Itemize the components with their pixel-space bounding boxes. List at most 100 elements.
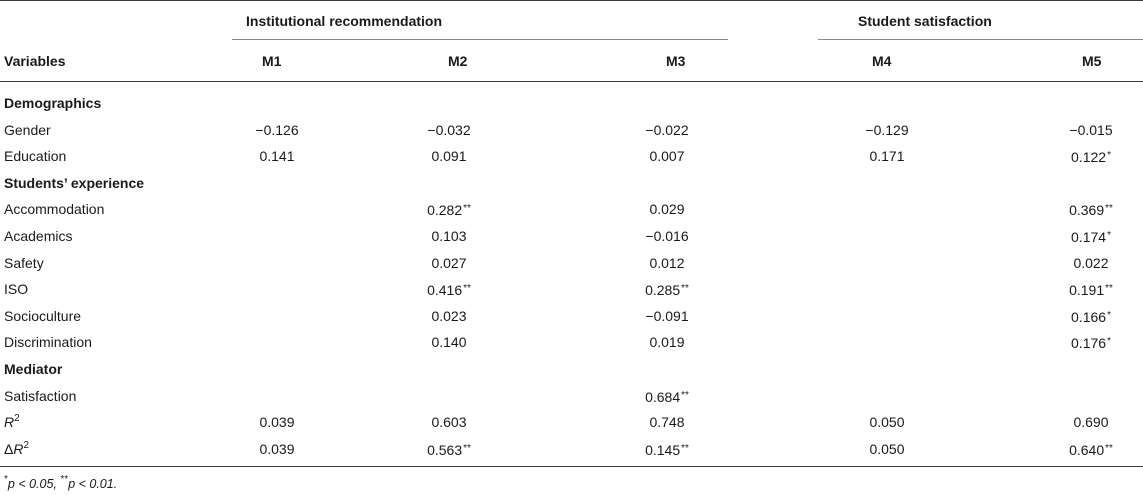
- cell-value: 0.050: [869, 440, 905, 457]
- value-cell-m2: 0.603: [404, 413, 494, 431]
- significance-mark: **: [1105, 283, 1113, 295]
- cell-value: 0.103: [431, 228, 467, 244]
- column-header-m2: M2: [448, 53, 468, 69]
- cell-value: −0.032: [427, 121, 471, 138]
- cell-value: −0.022: [645, 121, 689, 138]
- cell-value: 0.285: [645, 282, 681, 299]
- row-label: Students’ experience: [4, 174, 145, 191]
- cell-value: 0.166: [1071, 308, 1107, 325]
- table-row: Discrimination 0.140 0.019 0.176*: [0, 329, 1143, 355]
- table-row: Education 0.141 0.091 0.007 0.171 0.122*: [0, 143, 1143, 169]
- significance-mark: *: [1107, 230, 1111, 241]
- footnote-text-2: p < 0.01.: [68, 477, 118, 491]
- group-header-satisfaction: Student satisfaction: [858, 13, 992, 29]
- cell-value: 0.039: [259, 414, 295, 431]
- table-bottom-rule: [0, 466, 1143, 467]
- section-row: Mediator: [0, 356, 1143, 382]
- value-cell-m2: 0.023: [404, 307, 494, 325]
- cell-value: 0.012: [649, 254, 685, 271]
- section-row: Demographics: [0, 90, 1143, 116]
- table-row: Gender −0.126 −0.032 −0.022 −0.129 −0.015: [0, 117, 1143, 143]
- value-cell-m3: −0.022: [622, 121, 712, 139]
- table-row: R2 0.039 0.603 0.748 0.050 0.690: [0, 409, 1143, 435]
- significance-mark: **: [1105, 442, 1113, 454]
- r-symbol: R: [4, 414, 15, 431]
- header-bottom-rule: [0, 81, 1143, 82]
- value-cell-m4: 0.050: [842, 413, 932, 431]
- cell-value: 0.171: [869, 148, 905, 165]
- significance-mark: *: [1107, 336, 1111, 348]
- footnote-text-1: p < 0.05,: [7, 477, 61, 491]
- value-cell-m3: 0.007: [622, 147, 712, 165]
- cell-value: −0.015: [1069, 121, 1113, 138]
- row-label: Accommodation: [4, 201, 105, 218]
- significance-mark: **: [681, 283, 689, 295]
- delta-prefix: Δ: [4, 440, 14, 457]
- cell-value: 0.140: [431, 334, 467, 351]
- cell-value: 0.603: [431, 414, 467, 431]
- cell-value: 0.023: [431, 307, 467, 324]
- cell-value: 0.563: [427, 441, 463, 458]
- superscript-2: 2: [23, 439, 30, 451]
- row-label: R2: [4, 413, 20, 431]
- group-rule-satisfaction: [818, 39, 1143, 40]
- table-row: Socioculture 0.023 −0.091 0.166*: [0, 303, 1143, 329]
- superscript-2: 2: [14, 413, 20, 425]
- section-row: Students’ experience: [0, 170, 1143, 196]
- row-label: Satisfaction: [4, 387, 77, 404]
- value-cell-m5: 0.174*: [1046, 227, 1136, 246]
- cell-value: 0.145: [645, 441, 681, 458]
- significance-mark: **: [681, 389, 689, 401]
- footnote-star-2: **: [60, 474, 69, 485]
- row-label: Education: [4, 148, 67, 165]
- value-cell-m5: 0.166*: [1046, 307, 1136, 326]
- cell-value: 0.684: [645, 388, 681, 405]
- significance-mark: *: [1107, 309, 1111, 321]
- value-cell-m5: 0.690: [1046, 413, 1136, 431]
- cell-value: 0.282: [427, 202, 463, 219]
- value-cell-m2: 0.282**: [404, 200, 494, 219]
- table-row: ISO 0.416** 0.285** 0.191**: [0, 276, 1143, 302]
- value-cell-m2: 0.091: [404, 147, 494, 165]
- value-cell-m3: −0.016: [622, 227, 712, 245]
- significance-mark: **: [463, 442, 471, 454]
- value-cell-m1: −0.126: [232, 121, 322, 139]
- value-cell-m5: 0.640**: [1046, 440, 1136, 459]
- table-row: Satisfaction 0.684**: [0, 383, 1143, 409]
- value-cell-m4: 0.171: [842, 147, 932, 165]
- value-cell-m3: 0.145**: [622, 440, 712, 459]
- table-row: ΔR2 0.039 0.563** 0.145** 0.050 0.640**: [0, 436, 1143, 462]
- row-label: ISO: [4, 281, 29, 298]
- value-cell-m3: 0.748: [622, 413, 712, 431]
- value-cell-m3: 0.012: [622, 254, 712, 272]
- cell-value: −0.016: [645, 228, 689, 244]
- table-row: Academics 0.103 −0.016 0.174*: [0, 223, 1143, 249]
- significance-mark: **: [463, 283, 471, 295]
- cell-value: 0.369: [1069, 202, 1105, 219]
- table-top-rule: [0, 0, 1143, 1]
- value-cell-m2: −0.032: [404, 121, 494, 139]
- row-label: Demographics: [4, 95, 102, 111]
- footnote-star-1: *: [4, 474, 8, 485]
- cell-value: 0.091: [431, 148, 467, 165]
- value-cell-m3: −0.091: [622, 307, 712, 325]
- group-rule-institutional: [232, 39, 728, 40]
- cell-value: −0.129: [865, 121, 909, 138]
- cell-value: 0.191: [1069, 282, 1105, 299]
- value-cell-m1: 0.039: [232, 440, 322, 458]
- value-cell-m1: 0.141: [232, 147, 322, 165]
- table-row: Safety 0.027 0.012 0.022: [0, 250, 1143, 276]
- cell-value: 0.416: [427, 282, 463, 299]
- row-label: ΔR2: [4, 440, 29, 458]
- row-label: Socioculture: [4, 307, 82, 324]
- value-cell-m3: 0.684**: [622, 387, 712, 406]
- r-symbol: R: [13, 440, 24, 457]
- row-label: Gender: [4, 121, 51, 138]
- value-cell-m5: 0.122*: [1046, 147, 1136, 166]
- cell-value: 0.690: [1073, 414, 1109, 431]
- cell-value: 0.640: [1069, 441, 1105, 458]
- significance-mark: **: [463, 203, 471, 215]
- cell-value: 0.027: [431, 254, 467, 271]
- value-cell-m1: 0.039: [232, 413, 322, 431]
- column-header-m5: M5: [1082, 53, 1102, 69]
